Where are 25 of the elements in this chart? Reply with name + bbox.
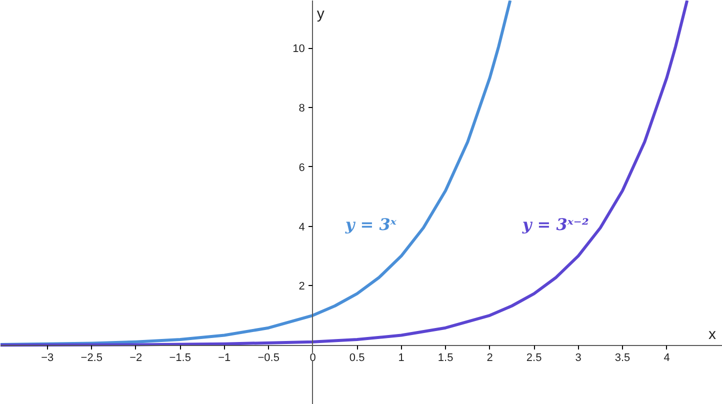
line-series	[0, 0, 689, 347]
y-tick-label: 4	[298, 221, 305, 234]
x-tick-label: 0	[310, 352, 316, 364]
x-tick-label: 1.5	[438, 352, 454, 364]
x-tick-label: 4	[664, 352, 670, 364]
series-label: y = 3ˣ⁻²	[521, 214, 589, 234]
x-tick-label: 2.5	[526, 352, 542, 364]
x-tick-label: 0.5	[349, 352, 365, 364]
y-axis-title: y	[316, 6, 325, 22]
x-tick-label: 3.5	[614, 352, 630, 364]
y-tick-label: 10	[292, 43, 305, 56]
x-tick-label: 1	[398, 352, 404, 364]
y-tick-label: 6	[298, 162, 305, 174]
series-label: y = 3ˣ	[344, 214, 398, 234]
x-tick-label: −2	[130, 352, 142, 364]
x-axis-title: x	[708, 326, 716, 344]
x-tick-label: −3	[41, 352, 54, 364]
y-tick-label: 2	[298, 280, 305, 293]
x-tick-label: 2	[486, 352, 493, 364]
y-tick-label: 8	[298, 102, 305, 114]
x-tick-label: −2.5	[80, 352, 102, 364]
x-tick-label: −1	[218, 352, 231, 364]
x-tick-label: −0.5	[258, 352, 280, 364]
x-tick-label: 3	[575, 352, 582, 364]
x-tick-label: −1.5	[169, 352, 191, 364]
